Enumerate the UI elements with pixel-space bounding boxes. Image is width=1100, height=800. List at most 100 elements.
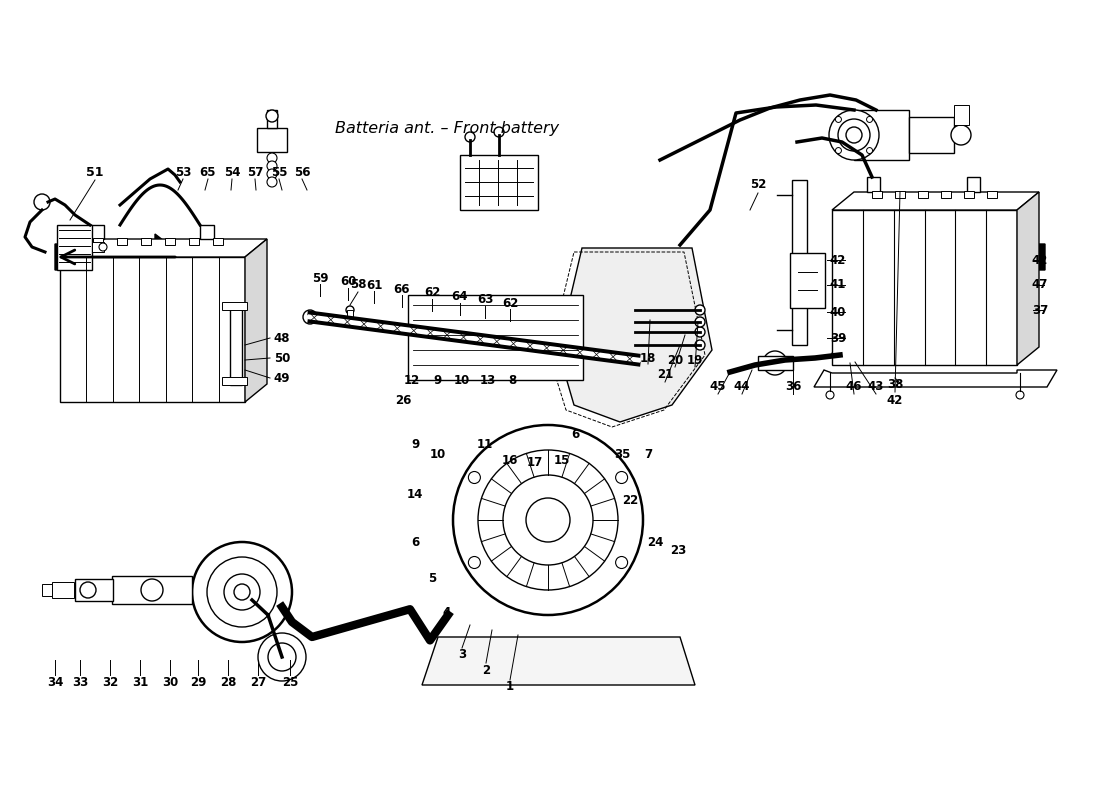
Bar — [867, 177, 880, 192]
Text: 23: 23 — [670, 543, 686, 557]
Text: 30: 30 — [162, 675, 178, 689]
Text: 1: 1 — [506, 681, 514, 694]
Bar — [954, 105, 969, 125]
Circle shape — [1016, 391, 1024, 399]
Text: 19: 19 — [686, 354, 703, 366]
Bar — [222, 302, 248, 310]
Text: 18: 18 — [640, 351, 657, 365]
Text: 31: 31 — [132, 675, 148, 689]
Text: 6: 6 — [411, 535, 419, 549]
Text: 55: 55 — [271, 166, 287, 179]
Circle shape — [258, 633, 306, 681]
Circle shape — [234, 584, 250, 600]
Text: 59: 59 — [311, 272, 328, 285]
Circle shape — [616, 557, 628, 569]
Text: 27: 27 — [250, 675, 266, 689]
Text: 36: 36 — [784, 381, 801, 394]
Text: 33: 33 — [72, 675, 88, 689]
Circle shape — [469, 471, 481, 483]
Circle shape — [494, 127, 504, 137]
Circle shape — [695, 327, 705, 337]
Text: 41: 41 — [829, 278, 846, 291]
Text: 38: 38 — [887, 378, 903, 391]
Text: 37: 37 — [1032, 303, 1048, 317]
Polygon shape — [910, 234, 1045, 280]
Text: 21: 21 — [657, 369, 673, 382]
Text: 43: 43 — [868, 381, 884, 394]
Text: 42: 42 — [887, 394, 903, 406]
Text: 40: 40 — [829, 306, 846, 318]
Text: 26: 26 — [395, 394, 411, 406]
Text: 51: 51 — [86, 166, 103, 179]
Bar — [57, 225, 92, 270]
Text: 9: 9 — [433, 374, 441, 386]
Bar — [267, 110, 277, 128]
Text: 8: 8 — [508, 374, 516, 386]
Bar — [790, 253, 825, 308]
Circle shape — [829, 110, 879, 160]
Text: 45: 45 — [710, 381, 726, 394]
Text: 44: 44 — [734, 381, 750, 394]
Circle shape — [846, 127, 862, 143]
Text: 28: 28 — [220, 675, 236, 689]
Bar — [92, 242, 104, 252]
Polygon shape — [60, 239, 267, 257]
Text: 6: 6 — [571, 429, 579, 442]
Text: 10: 10 — [430, 449, 447, 462]
Polygon shape — [558, 248, 712, 422]
Circle shape — [267, 177, 277, 187]
Bar — [213, 238, 223, 245]
Bar — [872, 191, 882, 198]
Text: 10: 10 — [454, 374, 470, 386]
Text: 62: 62 — [502, 297, 518, 310]
Polygon shape — [792, 180, 807, 345]
Bar — [909, 117, 954, 153]
Circle shape — [267, 169, 277, 179]
Text: 57: 57 — [246, 166, 263, 179]
Circle shape — [867, 117, 872, 122]
Text: 9: 9 — [411, 438, 419, 451]
Text: 65: 65 — [200, 166, 217, 179]
Bar — [832, 210, 1018, 365]
Text: 56: 56 — [294, 166, 310, 179]
Text: 53: 53 — [175, 166, 191, 179]
Text: 54: 54 — [223, 166, 240, 179]
Circle shape — [469, 557, 481, 569]
Text: 22: 22 — [621, 494, 638, 506]
Text: 13: 13 — [480, 374, 496, 386]
Text: 39: 39 — [829, 331, 846, 345]
Text: 49: 49 — [274, 371, 290, 385]
Bar — [987, 191, 997, 198]
Text: 29: 29 — [190, 675, 206, 689]
Circle shape — [616, 471, 628, 483]
Circle shape — [478, 450, 618, 590]
Text: 61: 61 — [366, 279, 382, 292]
Bar — [854, 110, 909, 160]
Text: 7: 7 — [644, 449, 652, 462]
Text: 12: 12 — [404, 374, 420, 386]
Circle shape — [34, 194, 50, 210]
Polygon shape — [814, 370, 1057, 387]
Text: 34: 34 — [47, 675, 63, 689]
Bar — [967, 177, 980, 192]
Text: 2: 2 — [482, 663, 491, 677]
Circle shape — [695, 340, 705, 350]
Circle shape — [763, 351, 786, 375]
Circle shape — [346, 306, 354, 314]
Text: 25: 25 — [282, 675, 298, 689]
Circle shape — [503, 475, 593, 565]
Circle shape — [267, 153, 277, 163]
Polygon shape — [245, 239, 267, 402]
Text: 60: 60 — [340, 275, 356, 289]
Circle shape — [526, 498, 570, 542]
Text: 66: 66 — [394, 282, 410, 295]
Text: 47: 47 — [1032, 278, 1048, 291]
Bar — [60, 257, 245, 402]
Circle shape — [453, 425, 644, 615]
Circle shape — [207, 557, 277, 627]
Text: 15: 15 — [553, 454, 570, 466]
Text: 58: 58 — [350, 278, 366, 291]
Text: 42: 42 — [1032, 254, 1048, 266]
Bar — [460, 155, 538, 210]
Circle shape — [99, 243, 107, 251]
